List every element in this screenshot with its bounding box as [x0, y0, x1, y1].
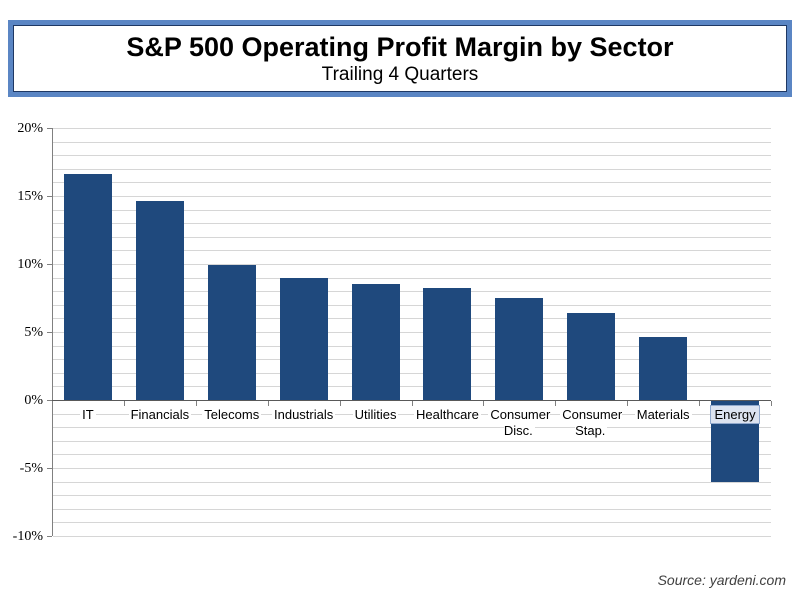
y-axis-tick: [47, 400, 52, 401]
x-label-industrials: Industrials: [268, 407, 340, 423]
y-axis-line: [52, 128, 53, 536]
x-label-it: IT: [52, 407, 124, 423]
y-axis-tick-label: 20%: [17, 121, 43, 136]
chart-title: S&P 500 Operating Profit Margin by Secto…: [126, 31, 674, 62]
gridline: [53, 413, 771, 415]
gridline: [53, 536, 771, 537]
x-label-text-consumer-disc: Consumer Disc.: [488, 407, 551, 438]
bar-utilities[interactable]: [351, 284, 400, 400]
x-axis-tick: [339, 401, 341, 406]
x-label-consumer-stap: Consumer Stap.: [555, 407, 627, 439]
gridline: [53, 332, 771, 333]
y-axis-tick: [47, 128, 52, 129]
x-axis-tick: [627, 401, 629, 406]
gridline: [53, 128, 771, 129]
x-label-text-telecoms: Telecoms: [202, 407, 262, 422]
gridline: [53, 250, 771, 252]
bar-industrials[interactable]: [279, 277, 328, 400]
bar-materials[interactable]: [639, 337, 688, 400]
y-axis-tick-label: 0%: [24, 393, 43, 408]
gridline: [53, 141, 771, 143]
gridline: [53, 209, 771, 211]
x-axis-tick: [411, 401, 413, 406]
gridline: [53, 481, 771, 483]
gridline: [53, 359, 771, 361]
x-label-utilities: Utilities: [340, 407, 412, 423]
gridline: [53, 318, 771, 320]
gridline: [53, 372, 771, 374]
x-label-text-financials: Financials: [128, 407, 192, 422]
x-axis-tick: [52, 401, 53, 406]
x-label-text-energy[interactable]: Energy: [710, 405, 760, 424]
y-axis-tick: [47, 536, 52, 537]
chart-subtitle: Trailing 4 Quarters: [321, 63, 479, 85]
y-axis-tick: [47, 196, 52, 197]
gridline: [53, 440, 771, 442]
y-axis-tick-label: 10%: [17, 257, 43, 272]
x-axis-line: [52, 400, 771, 401]
x-axis-tick: [267, 401, 269, 406]
gridline: [53, 223, 771, 225]
y-axis-tick: [47, 332, 52, 333]
gridline: [53, 522, 771, 524]
x-axis-tick: [771, 401, 772, 406]
x-label-text-healthcare: Healthcare: [414, 407, 481, 422]
bar-financials[interactable]: [135, 201, 184, 400]
gridline: [53, 508, 771, 510]
x-axis-tick: [195, 401, 197, 406]
x-label-energy: Energy: [699, 405, 771, 424]
bar-healthcare[interactable]: [423, 288, 472, 400]
x-axis-tick: [483, 401, 485, 406]
y-axis-tick-label: -10%: [12, 529, 43, 544]
chart-title-box: S&P 500 Operating Profit Margin by Secto…: [8, 20, 792, 97]
bar-consumer-disc[interactable]: [495, 298, 544, 400]
gridline: [53, 182, 771, 184]
bar-telecoms[interactable]: [207, 265, 256, 400]
x-label-text-materials: Materials: [634, 407, 692, 422]
gridline: [53, 291, 771, 293]
gridline: [53, 468, 771, 469]
y-axis-tick: [47, 468, 52, 469]
gridline: [53, 427, 771, 429]
gridline: [53, 155, 771, 157]
gridline: [53, 168, 771, 170]
x-label-telecoms: Telecoms: [196, 407, 268, 423]
gridline: [53, 277, 771, 279]
gridline: [53, 345, 771, 347]
bar-it[interactable]: [63, 174, 112, 400]
x-label-financials: Financials: [124, 407, 196, 423]
x-label-text-industrials: Industrials: [272, 407, 336, 422]
gridline: [53, 495, 771, 497]
y-axis-tick: [47, 264, 52, 265]
source-note: Source: yardeni.com: [657, 572, 786, 588]
bar-consumer-stap[interactable]: [567, 312, 616, 400]
x-label-text-consumer-stap: Consumer Stap.: [560, 407, 623, 438]
gridline: [53, 386, 771, 388]
x-axis-tick: [123, 401, 125, 406]
y-axis-tick-label: 15%: [17, 189, 43, 204]
gridline: [53, 236, 771, 238]
x-label-text-utilities: Utilities: [352, 407, 399, 422]
gridline: [53, 454, 771, 456]
gridline: [53, 304, 771, 306]
y-axis-tick-label: 5%: [24, 325, 43, 340]
x-axis-tick: [699, 401, 701, 406]
x-axis-tick: [555, 401, 557, 406]
gridline: [53, 264, 771, 265]
x-label-text-it: IT: [80, 407, 96, 422]
gridline: [53, 196, 771, 197]
x-label-consumer-disc: Consumer Disc.: [483, 407, 555, 439]
x-label-healthcare: Healthcare: [412, 407, 484, 423]
y-axis-tick-label: -5%: [19, 461, 43, 476]
x-label-materials: Materials: [627, 407, 699, 423]
